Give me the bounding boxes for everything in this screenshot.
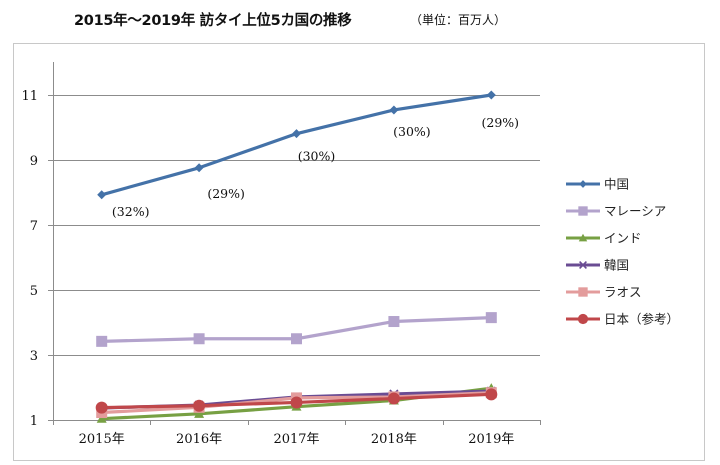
percentage-label: (32%) (112, 204, 150, 219)
diamond-marker (97, 190, 107, 200)
legend-label: 日本（参考） (604, 312, 679, 327)
triangle-marker (194, 408, 205, 418)
diamond-marker (486, 90, 496, 100)
chart-frame (13, 43, 705, 461)
legend-item: ラオス (566, 285, 642, 300)
legend-item: 中国 (566, 177, 629, 192)
percentage-label: (29%) (482, 115, 520, 130)
legend-item: 日本（参考） (566, 312, 679, 327)
chart-title: 2015年～2019年 訪タイ上位5カ国の推移 (74, 13, 352, 29)
series-0 (97, 90, 496, 200)
x-axis-tick-labels: 2015年 2016年 2017年 2018年 2019年 (79, 432, 515, 447)
circle-marker (577, 313, 589, 325)
axes (48, 62, 541, 425)
series-5 (95, 388, 498, 414)
gridlines (48, 95, 540, 356)
y-axis-tick-labels: 1 3 5 7 9 11 (21, 89, 38, 429)
y-tick-label: 11 (21, 89, 38, 104)
x-tick-label: 2018年 (371, 432, 417, 447)
chart-title-bar: 2015年～2019年 訪タイ上位5カ国の推移 （単位：百万人） (0, 9, 720, 33)
series-line (100, 93, 493, 197)
diamond-marker (579, 180, 587, 188)
legend-label: インド (604, 231, 642, 246)
y-tick-label: 1 (30, 414, 38, 429)
circle-marker (387, 392, 400, 405)
circle-marker (193, 399, 206, 412)
y-tick-label: 3 (30, 349, 38, 364)
percentage-label: (30%) (393, 124, 431, 139)
legend-item: 韓国 (566, 258, 629, 273)
diamond-marker (389, 105, 399, 115)
square-marker (193, 333, 205, 345)
x-tick-label: 2019年 (468, 432, 514, 447)
diamond-marker (194, 163, 204, 173)
y-tick-label: 5 (30, 284, 38, 299)
legend-label: ラオス (604, 285, 642, 300)
square-marker (578, 206, 588, 216)
series-1 (96, 312, 497, 347)
legend-item: インド (566, 231, 642, 246)
legend-label: マレーシア (604, 204, 666, 219)
triangle-marker (578, 233, 588, 242)
x-tick-label: 2015年 (79, 432, 125, 447)
circle-marker (290, 396, 303, 409)
legend-label: 中国 (604, 177, 629, 192)
x-marker (579, 261, 587, 269)
percentage-annotations: (32%) (29%) (30%) (30%) (29%) (112, 115, 519, 219)
percentage-label: (30%) (298, 149, 336, 164)
x-tick-label: 2016年 (176, 432, 222, 447)
triangle-marker (96, 413, 107, 423)
legend-label: 韓国 (604, 258, 629, 273)
y-tick-label: 7 (30, 219, 38, 234)
chart-unit-label: （単位：百万人） (410, 13, 507, 27)
square-marker (388, 316, 400, 328)
square-marker (96, 335, 108, 347)
diamond-marker (292, 129, 301, 139)
circle-marker (95, 401, 108, 414)
legend-item: マレーシア (566, 204, 666, 219)
x-tick-label: 2017年 (273, 432, 319, 447)
x-marker-stroke (579, 261, 587, 269)
y-tick-label: 9 (30, 154, 38, 169)
square-marker (485, 312, 497, 324)
percentage-label: (29%) (207, 186, 245, 201)
series-group (95, 90, 498, 423)
circle-marker (485, 388, 498, 401)
square-marker (578, 287, 588, 297)
square-marker (291, 333, 302, 345)
